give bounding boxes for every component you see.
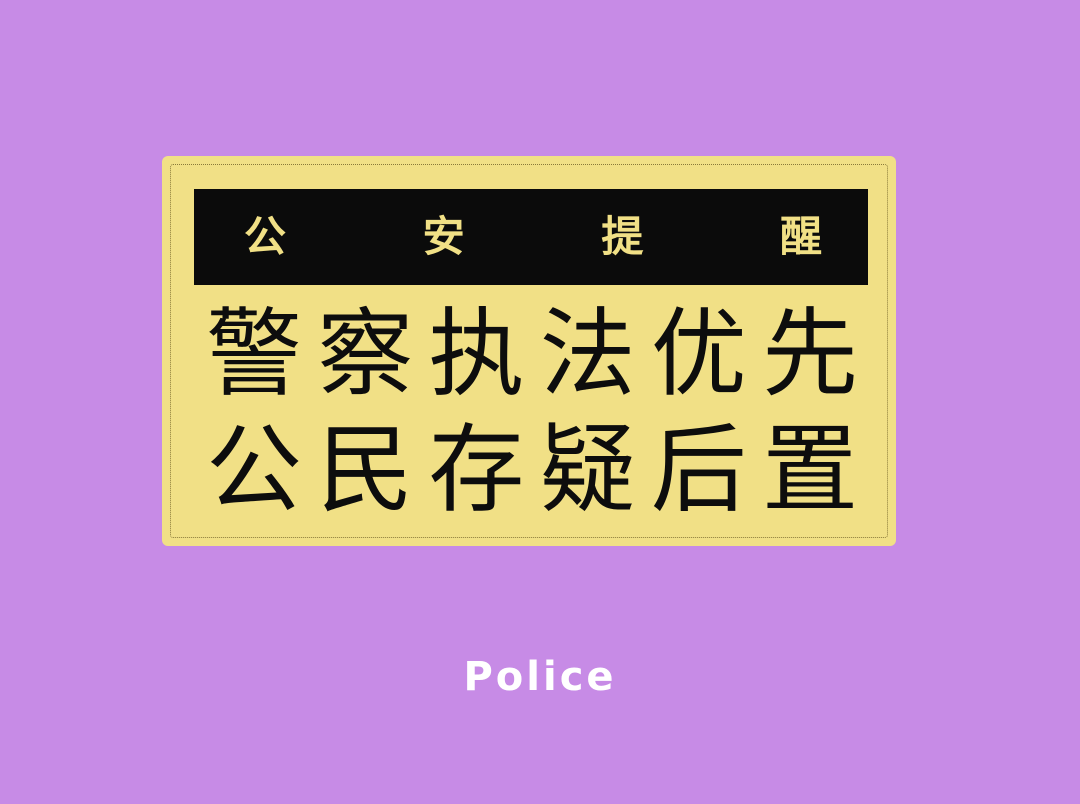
line1-char: 执 <box>428 298 525 410</box>
line1-char: 先 <box>761 298 858 410</box>
sign-header-bar: 公 安 提 醒 <box>194 189 868 285</box>
sign-line-2: 公 民 存 疑 后 置 <box>202 422 862 518</box>
footer-police-label: Police <box>463 654 617 700</box>
header-char: 安 <box>422 212 465 261</box>
header-char: 提 <box>601 212 644 261</box>
line1-char: 警 <box>206 298 302 410</box>
line1-char: 优 <box>650 298 747 410</box>
sign-line-1: 警 察 执 法 优 先 <box>202 306 862 402</box>
line2-char: 后 <box>650 414 747 526</box>
line2-char: 民 <box>317 414 414 526</box>
line2-char: 疑 <box>539 414 636 526</box>
line1-char: 法 <box>539 298 636 410</box>
line1-char: 察 <box>317 298 414 410</box>
line2-char: 公 <box>206 414 302 526</box>
header-char: 公 <box>244 212 287 261</box>
line2-char: 置 <box>761 414 858 526</box>
header-char: 醒 <box>779 212 822 261</box>
police-notice-sign: 公 安 提 醒 警 察 执 法 优 先 公 民 存 疑 后 置 <box>162 156 896 546</box>
line2-char: 存 <box>428 414 525 526</box>
